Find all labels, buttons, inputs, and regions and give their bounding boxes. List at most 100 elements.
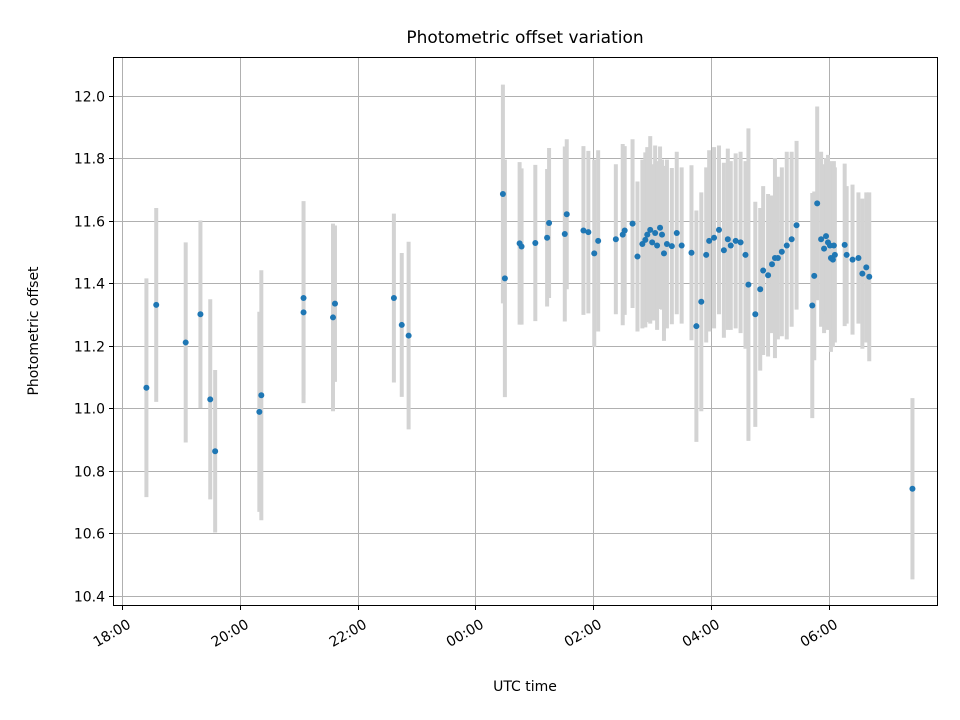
- data-point: [909, 485, 916, 492]
- data-point: [585, 229, 592, 236]
- data-point: [849, 256, 856, 263]
- data-point: [811, 272, 818, 279]
- data-point: [212, 448, 219, 455]
- data-point: [153, 301, 160, 308]
- data-point: [657, 224, 664, 231]
- data-point: [595, 237, 602, 244]
- data-point: [778, 248, 785, 255]
- data-point: [765, 272, 772, 279]
- data-point: [788, 236, 795, 243]
- data-point: [629, 220, 636, 227]
- y-tick-label: 10.8: [74, 465, 105, 481]
- data-point: [737, 239, 744, 246]
- data-point: [752, 311, 759, 318]
- y-tick-label: 11.8: [74, 152, 105, 168]
- data-point: [823, 233, 830, 240]
- data-point: [256, 408, 263, 415]
- data-point: [143, 384, 150, 391]
- x-tick-label: 06:00: [798, 617, 841, 651]
- x-tick-label: 22:00: [327, 617, 370, 651]
- chart-title: Photometric offset variation: [406, 28, 643, 48]
- x-tick-label: 20:00: [209, 617, 252, 651]
- data-point: [518, 243, 525, 250]
- x-axis-label: UTC time: [493, 679, 557, 695]
- data-points: [143, 190, 916, 492]
- data-point: [745, 281, 752, 288]
- data-point: [760, 267, 767, 274]
- data-point: [841, 241, 848, 248]
- data-point: [678, 242, 685, 249]
- data-point: [563, 211, 570, 218]
- data-point: [659, 231, 666, 238]
- data-point: [546, 220, 553, 227]
- data-point: [706, 237, 713, 244]
- data-point: [647, 226, 654, 233]
- data-point: [660, 250, 667, 257]
- data-point: [720, 247, 727, 254]
- data-point: [644, 231, 651, 238]
- x-tick-label: 18:00: [91, 617, 134, 651]
- data-point: [783, 242, 790, 249]
- y-tick-label: 11.2: [74, 340, 105, 356]
- data-point: [829, 256, 836, 263]
- data-point: [207, 396, 214, 403]
- data-point: [652, 230, 659, 237]
- data-point: [501, 275, 508, 282]
- data-point: [499, 190, 506, 197]
- y-tick-label: 10.4: [74, 590, 105, 606]
- x-tick-label: 02:00: [562, 617, 605, 651]
- y-axis-label: Photometric offset: [26, 266, 42, 396]
- data-point: [330, 314, 337, 321]
- data-point: [621, 227, 628, 234]
- data-point: [703, 251, 710, 258]
- data-point: [561, 230, 568, 237]
- y-tick-label: 11.0: [74, 402, 105, 418]
- data-point: [649, 239, 656, 246]
- data-point: [724, 236, 731, 243]
- data-point: [757, 286, 764, 293]
- data-point: [814, 200, 821, 207]
- data-point: [197, 311, 204, 318]
- data-point: [634, 253, 641, 260]
- data-point: [668, 243, 675, 250]
- data-point: [532, 240, 539, 247]
- data-point: [612, 236, 619, 243]
- data-point: [258, 392, 265, 399]
- data-point: [809, 302, 816, 309]
- data-point: [693, 323, 700, 330]
- data-point: [580, 227, 587, 234]
- data-point: [742, 251, 749, 258]
- plot-frame: [113, 57, 938, 606]
- data-point: [688, 249, 695, 256]
- x-tick-label: 00:00: [444, 617, 487, 651]
- data-point: [673, 230, 680, 237]
- data-point: [331, 300, 338, 307]
- data-point: [405, 332, 412, 339]
- data-point: [821, 245, 828, 252]
- data-point: [830, 242, 837, 249]
- data-point: [698, 298, 705, 305]
- data-point: [663, 240, 670, 247]
- data-point: [544, 234, 551, 241]
- data-point: [300, 295, 307, 302]
- data-point: [654, 242, 661, 249]
- data-point: [818, 236, 825, 243]
- y-tick-label: 12.0: [74, 90, 105, 106]
- data-point: [591, 250, 598, 257]
- data-point: [390, 295, 397, 302]
- data-point: [863, 264, 870, 271]
- data-point: [727, 242, 734, 249]
- data-point: [711, 234, 718, 241]
- data-point: [642, 236, 649, 243]
- data-point: [774, 255, 781, 262]
- data-point: [182, 339, 189, 346]
- data-point: [300, 309, 307, 316]
- data-point: [793, 222, 800, 229]
- data-point: [843, 251, 850, 258]
- data-point: [866, 273, 873, 280]
- data-point: [398, 321, 405, 328]
- y-tick-label: 10.6: [74, 527, 105, 543]
- y-tick-label: 11.4: [74, 277, 105, 293]
- y-tick-label: 11.6: [74, 215, 105, 231]
